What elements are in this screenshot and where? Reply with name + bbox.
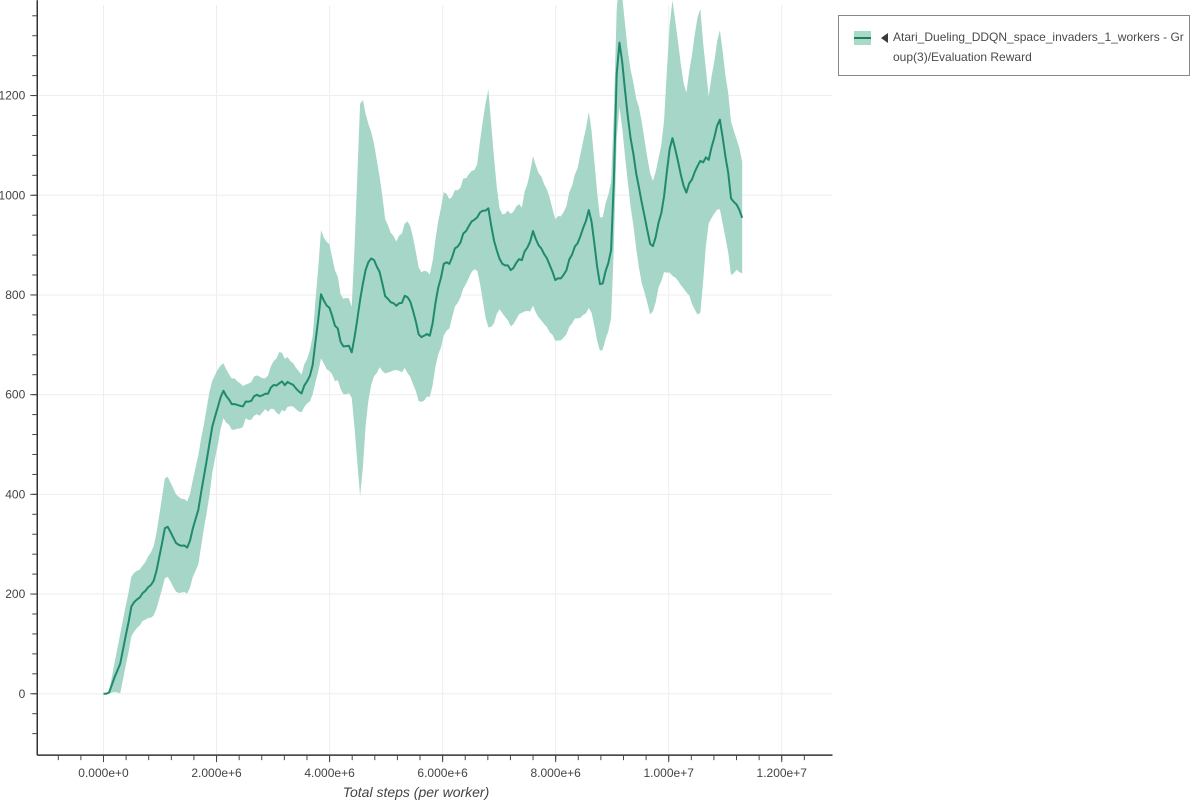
svg-text:1200: 1200 xyxy=(0,89,26,103)
svg-text:0.000e+0: 0.000e+0 xyxy=(78,766,129,780)
svg-text:800: 800 xyxy=(5,288,25,302)
svg-text:600: 600 xyxy=(5,388,25,402)
svg-text:2.000e+6: 2.000e+6 xyxy=(191,766,242,780)
svg-text:1000: 1000 xyxy=(0,188,26,202)
svg-text:4.000e+6: 4.000e+6 xyxy=(304,766,355,780)
svg-text:1.200e+7: 1.200e+7 xyxy=(757,766,808,780)
svg-text:400: 400 xyxy=(5,487,25,501)
svg-text:200: 200 xyxy=(5,587,25,601)
svg-text:6.000e+6: 6.000e+6 xyxy=(417,766,468,780)
svg-text:1.000e+7: 1.000e+7 xyxy=(644,766,695,780)
svg-text:0: 0 xyxy=(19,687,26,701)
svg-text:8.000e+6: 8.000e+6 xyxy=(530,766,581,780)
